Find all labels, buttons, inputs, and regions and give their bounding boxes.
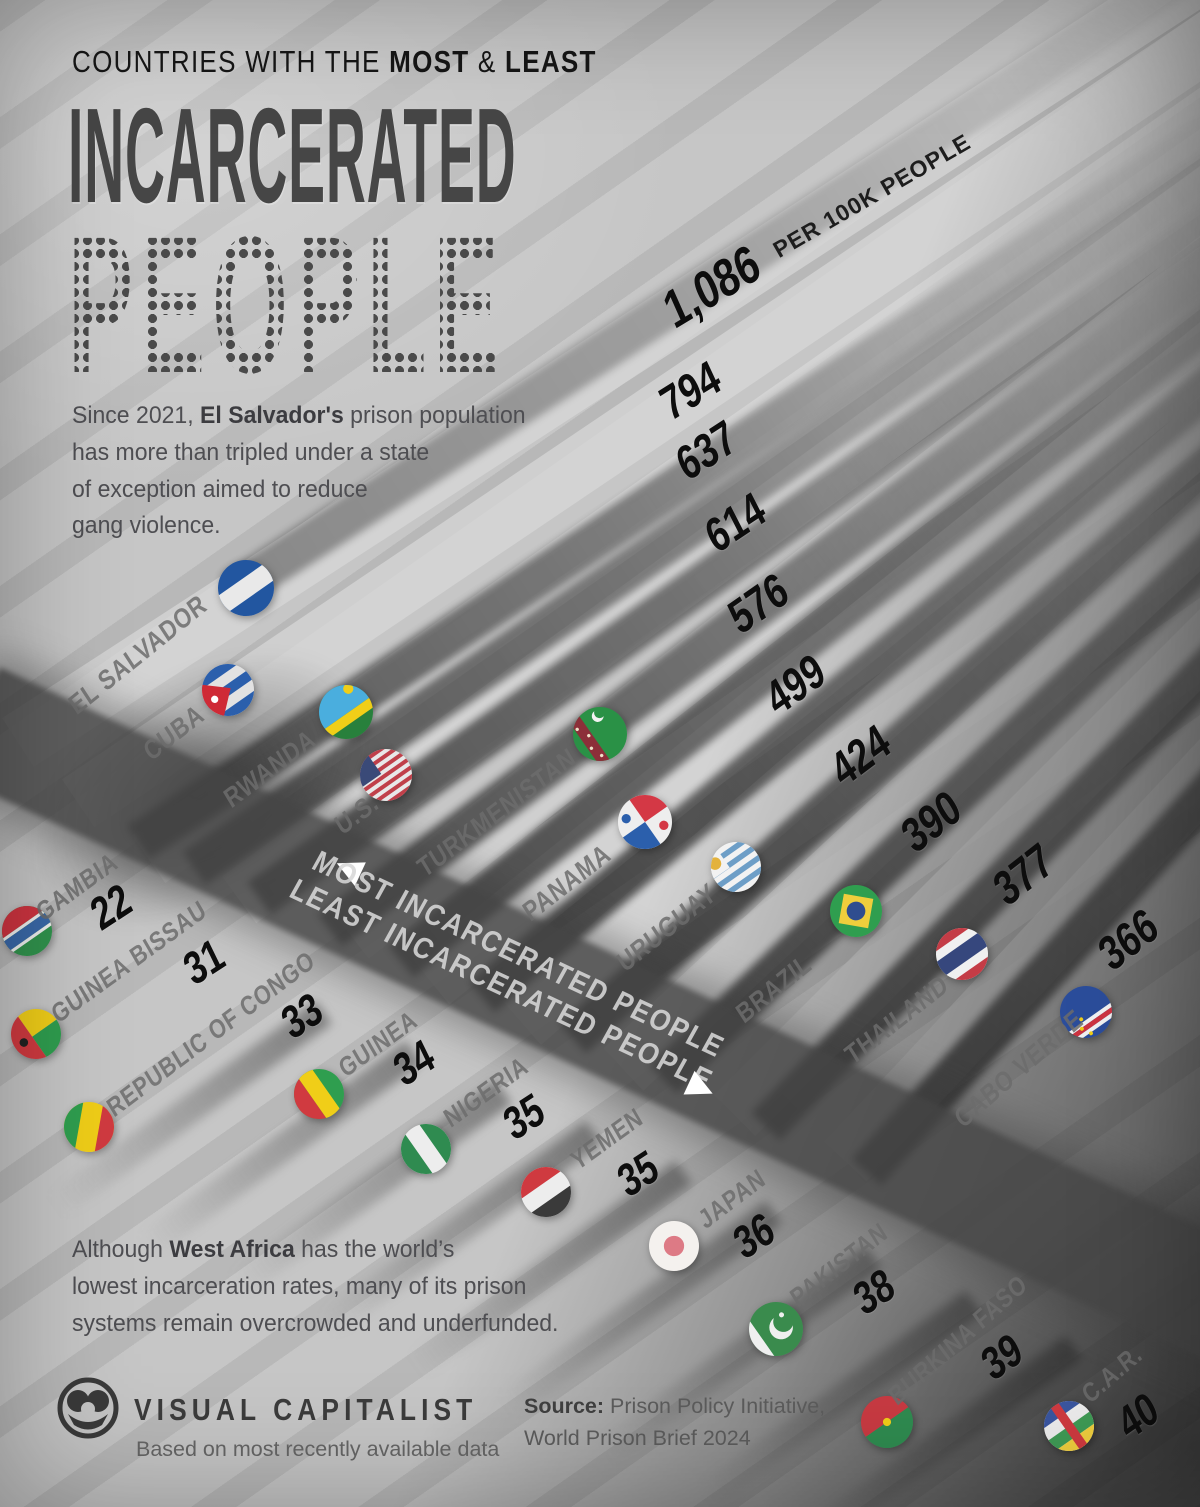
kicker-least: LEAST (505, 44, 597, 79)
turkmenistan-flag-icon (562, 696, 638, 772)
top-note-pre: Since 2021, (72, 402, 201, 429)
gambia-flag-icon (0, 896, 62, 966)
top-note-line2: has more than tripled under a state (72, 438, 430, 466)
car-flag-icon (1034, 1391, 1104, 1461)
source-label: Source: (524, 1394, 605, 1418)
top-annotation: Since 2021, El Salvador's prison populat… (72, 398, 526, 545)
burkina-faso-flag-icon (850, 1385, 924, 1459)
japan-flag-icon (639, 1211, 709, 1281)
rwanda-flag-icon (308, 674, 384, 750)
source-credit: Source: Prison Policy Initiative, World … (524, 1390, 825, 1455)
bottom-note-line3: systems remain overcrowded and underfund… (72, 1309, 559, 1337)
bottom-note-pre: Although (72, 1236, 170, 1263)
kicker: COUNTRIES WITH THE MOST & LEAST (72, 44, 597, 80)
top-note-line4: gang violence. (72, 512, 221, 540)
bottom-note-rest: has the world’s (294, 1236, 455, 1263)
el-salvador-flag-icon (207, 549, 285, 627)
top-note-line3: of exception aimed to reduce (72, 475, 368, 503)
brand-subtitle: Based on most recently available data (136, 1437, 500, 1461)
kicker-amp: & (469, 44, 506, 79)
republic-of-congo-flag-icon (54, 1092, 124, 1162)
brand-name: VISUAL CAPITALIST (134, 1392, 478, 1427)
top-note-bold: El Salvador's (200, 402, 344, 429)
source-line2: World Prison Brief 2024 (524, 1426, 751, 1451)
page-title: INCARCERATED (68, 80, 517, 231)
bottom-note-line2: lowest incarceration rates, many of its … (72, 1272, 527, 1300)
guinea-flag-icon (284, 1059, 354, 1129)
source-text: Prison Policy Initiative, (604, 1394, 826, 1418)
us-flag-icon (349, 738, 423, 812)
yemen-flag-icon (511, 1157, 581, 1227)
kicker-most: MOST (389, 44, 470, 79)
kicker-pre: COUNTRIES WITH THE (72, 44, 390, 79)
bottom-annotation: Although West Africa has the world’s low… (72, 1232, 558, 1342)
visual-capitalist-logo-icon (56, 1376, 120, 1440)
top-note-rest: prison population (343, 402, 526, 429)
nigeria-flag-icon (391, 1114, 461, 1184)
page-title-dotted: PEOPLE (68, 196, 506, 414)
pakistan-flag-icon (738, 1291, 814, 1367)
cabo-verde-flag-icon (1049, 975, 1123, 1049)
bottom-note-bold: West Africa (169, 1236, 295, 1263)
brazil-flag-icon (819, 874, 893, 948)
